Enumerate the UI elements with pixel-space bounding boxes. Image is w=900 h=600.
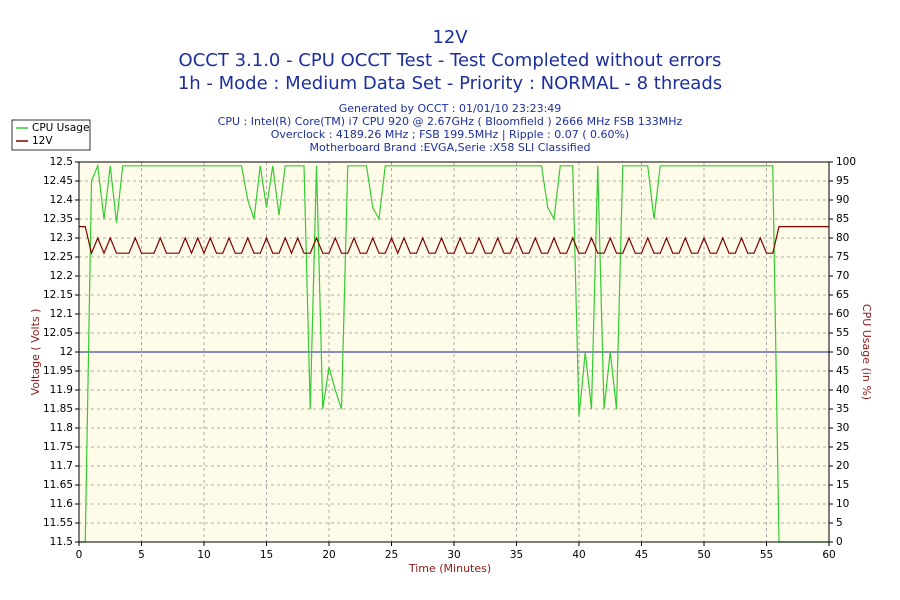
info-line: CPU : Intel(R) Core(TM) i7 CPU 920 @ 2.6…: [218, 115, 683, 128]
y2-tick-label: 70: [836, 270, 849, 282]
y-tick-label: 11.9: [50, 384, 73, 396]
x-tick-label: 50: [697, 549, 710, 561]
y2-tick-label: 45: [836, 365, 849, 377]
x-tick-label: 30: [447, 549, 460, 561]
y2-tick-label: 35: [836, 403, 849, 415]
y2-tick-label: 55: [836, 327, 849, 339]
y2-tick-label: 85: [836, 213, 849, 225]
x-tick-label: 40: [572, 549, 585, 561]
y-tick-label: 11.7: [50, 460, 73, 472]
y-tick-label: 12.35: [43, 213, 73, 225]
legend: [11, 119, 91, 151]
series-line: [79, 163, 829, 543]
x-tick-label: 15: [260, 549, 273, 561]
y2-tick-label: 90: [836, 194, 849, 206]
y2-tick-label: 20: [836, 460, 849, 472]
y2-tick-label: 10: [836, 498, 849, 510]
y-tick-label: 12.2: [50, 270, 73, 282]
x-tick-label: 25: [385, 549, 398, 561]
y2-tick-label: 5: [836, 517, 843, 529]
info-line: Motherboard Brand :EVGA,Serie :X58 SLI C…: [310, 141, 591, 154]
y2-tick-label: 100: [836, 156, 856, 168]
subtitle: 1h - Mode : Medium Data Set - Priority :…: [178, 73, 722, 94]
y-tick-label: 11.8: [50, 422, 73, 434]
y-tick-label: 12.1: [50, 308, 73, 320]
y-tick-label: 12.15: [43, 289, 73, 301]
y-tick-label: 11.85: [43, 403, 73, 415]
info-line: Overclock : 4189.26 MHz ; FSB 199.5MHz |…: [271, 128, 629, 141]
y2-tick-label: 65: [836, 289, 849, 301]
x-tick-label: 35: [510, 549, 523, 561]
chart-title: 12V: [432, 27, 468, 48]
legend-label: 12V: [32, 135, 53, 147]
legend-label: CPU Usage: [32, 122, 89, 134]
y-tick-label: 11.55: [43, 517, 73, 529]
y-tick-label: 11.75: [43, 441, 73, 453]
y2-tick-label: 50: [836, 346, 849, 358]
y-tick-label: 11.6: [50, 498, 74, 510]
y2-tick-label: 30: [836, 422, 849, 434]
y-tick-label: 12.05: [43, 327, 73, 339]
y2-tick-label: 95: [836, 175, 849, 187]
x-tick-label: 5: [138, 549, 145, 561]
y2-tick-label: 40: [836, 384, 849, 396]
y-tick-label: 12.25: [43, 251, 73, 263]
y2-axis-label: CPU Usage (in %): [860, 304, 873, 400]
y-tick-label: 12.4: [50, 194, 74, 206]
y-tick-label: 11.5: [50, 536, 73, 548]
y-tick-label: 12.45: [43, 175, 73, 187]
y-axis-label: Voltage ( Volts ): [29, 309, 42, 396]
y2-tick-label: 0: [836, 536, 843, 548]
subtitle: OCCT 3.1.0 - CPU OCCT Test - Test Comple…: [179, 50, 722, 71]
y2-tick-label: 75: [836, 251, 849, 263]
y2-tick-label: 25: [836, 441, 849, 453]
x-tick-label: 0: [76, 549, 83, 561]
y-tick-label: 12.3: [50, 232, 73, 244]
series-line: [79, 226, 829, 256]
y2-tick-label: 80: [836, 232, 849, 244]
x-tick-label: 45: [635, 549, 648, 561]
y-tick-label: 11.65: [43, 479, 73, 491]
y-tick-label: 12: [60, 346, 73, 358]
x-tick-label: 20: [322, 549, 335, 561]
x-axis-label: Time (Minutes): [408, 562, 491, 575]
x-tick-label: 60: [822, 549, 835, 561]
x-tick-label: 10: [197, 549, 210, 561]
info-line: Generated by OCCT : 01/01/10 23:23:49: [339, 102, 562, 115]
y-tick-label: 11.95: [43, 365, 73, 377]
y2-tick-label: 15: [836, 479, 849, 491]
plot-border: [78, 161, 830, 543]
y-tick-label: 12.5: [50, 156, 73, 168]
y2-tick-label: 60: [836, 308, 849, 320]
x-tick-label: 55: [760, 549, 773, 561]
